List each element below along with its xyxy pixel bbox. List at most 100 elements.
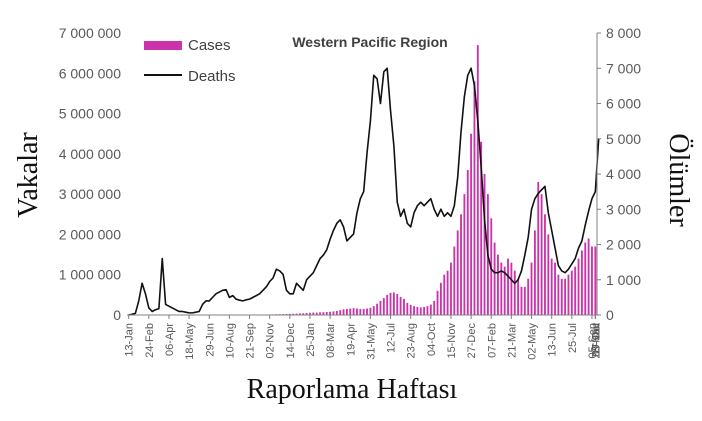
y-left-tick-label: 2 000 000: [59, 226, 121, 242]
cases-bar: [386, 295, 388, 315]
y-right-tick-label: 4 000: [606, 166, 641, 182]
x-tick-label: 04-Oct: [426, 323, 438, 356]
cases-bar: [584, 242, 586, 315]
cases-bar: [450, 263, 452, 315]
x-tick-label: 13-Jun: [547, 323, 559, 357]
x-tick-label: 15-Nov: [446, 323, 458, 359]
x-tick-label: 25-Jul: [567, 323, 579, 353]
cases-bar: [343, 309, 345, 315]
cases-bar: [406, 303, 408, 315]
cases-bar: [353, 308, 355, 315]
cases-bar: [514, 271, 516, 315]
cases-bar: [410, 305, 412, 315]
cases-bar: [457, 230, 459, 315]
legend-deaths-label: Deaths: [188, 68, 236, 85]
cases-bar: [463, 194, 465, 315]
cases-bar: [333, 311, 335, 315]
cases-bar: [524, 287, 526, 315]
x-tick-label: 31-May: [365, 323, 377, 360]
cases-bar: [376, 304, 378, 315]
x-tick-label: 18-May: [184, 323, 196, 360]
x-tick-label: 09-Jan: [590, 323, 602, 357]
chart-title: Western Pacific Region: [292, 34, 447, 50]
x-tick-label: 02-Nov: [265, 323, 277, 359]
x-tick-label: 29-Jun: [204, 323, 216, 357]
y-left-tick-label: 5 000 000: [59, 106, 121, 122]
cases-bar: [484, 174, 486, 315]
cases-bar: [349, 309, 351, 315]
cases-bars: [128, 45, 596, 315]
cases-bar: [494, 242, 496, 315]
cases-bar: [433, 301, 435, 315]
cases-bar: [554, 263, 556, 315]
x-tick-label: 12-Jul: [386, 323, 398, 353]
y-left-tick-label: 3 000 000: [59, 186, 121, 202]
y-left-tick-label: 6 000 000: [59, 65, 121, 81]
cases-bar: [534, 230, 536, 315]
x-tick-label: 10-Aug: [224, 323, 236, 358]
x-tick-label: 23-Aug: [406, 323, 418, 358]
x-tick-label: 08-Mar: [325, 323, 337, 358]
x-tick-label: 21-Mar: [506, 323, 518, 358]
cases-bar: [564, 279, 566, 315]
cases-bar: [440, 283, 442, 315]
cases-bar: [544, 214, 546, 315]
y-right-tick-label: 8 000: [606, 25, 641, 41]
cases-bar: [356, 309, 358, 315]
cases-bar: [383, 298, 385, 315]
cases-bar: [437, 291, 439, 315]
cases-bar: [460, 214, 462, 315]
cases-bar: [551, 259, 553, 315]
x-tick-label: 02-May: [527, 323, 539, 360]
cases-bar: [581, 251, 583, 315]
cases-bar: [366, 309, 368, 315]
y-right-axis-label: Ölümler: [663, 133, 694, 227]
x-tick-label: 13-Jan: [124, 323, 136, 357]
cases-bar: [531, 263, 533, 315]
x-tick-label: 25-Jan: [305, 323, 317, 357]
y-right-tick-label: 5 000: [606, 131, 641, 147]
cases-bar: [420, 307, 422, 315]
cases-bar: [510, 263, 512, 315]
y-right-tick-label: 1 000: [606, 272, 641, 288]
y-left-tick-label: 7 000 000: [59, 25, 121, 41]
cases-bar: [400, 297, 402, 315]
cases-bar: [393, 292, 395, 315]
cases-bar: [470, 134, 472, 315]
cases-bar: [477, 45, 479, 315]
cases-bar: [369, 308, 371, 315]
cases-bar: [430, 305, 432, 315]
cases-bar: [390, 293, 392, 315]
cases-bar: [403, 299, 405, 315]
cases-bar: [517, 279, 519, 315]
y-left-tick-label: 4 000 000: [59, 146, 121, 162]
cases-bar: [591, 247, 593, 315]
x-tick-label: 24-Feb: [144, 323, 156, 358]
cases-bar: [578, 259, 580, 315]
cases-bar: [443, 275, 445, 315]
cases-bar: [527, 279, 529, 315]
y-right-tick-label: 6 000: [606, 96, 641, 112]
cases-bar: [467, 170, 469, 315]
x-tick-label: 06-Apr: [164, 323, 176, 356]
x-tick-label: 19-Apr: [345, 323, 357, 356]
cases-bar: [380, 301, 382, 315]
cases-bar: [574, 267, 576, 315]
y-left-axis-label: Vakalar: [13, 132, 44, 218]
cases-bar: [588, 238, 590, 315]
cases-bar: [521, 287, 523, 315]
x-tick-label: 14-Dec: [285, 323, 297, 359]
cases-bar: [571, 271, 573, 315]
cases-bar: [568, 275, 570, 315]
cases-bar: [363, 309, 365, 315]
y-right-tick-label: 3 000: [606, 201, 641, 217]
cases-bar: [594, 247, 596, 315]
legend-cases-label: Cases: [188, 37, 231, 54]
y-left-tick-label: 1 000 000: [59, 267, 121, 283]
cases-bar: [359, 309, 361, 315]
cases-bar: [336, 311, 338, 315]
cases-bar: [537, 182, 539, 315]
cases-bar: [413, 306, 415, 315]
cases-bar: [339, 310, 341, 315]
